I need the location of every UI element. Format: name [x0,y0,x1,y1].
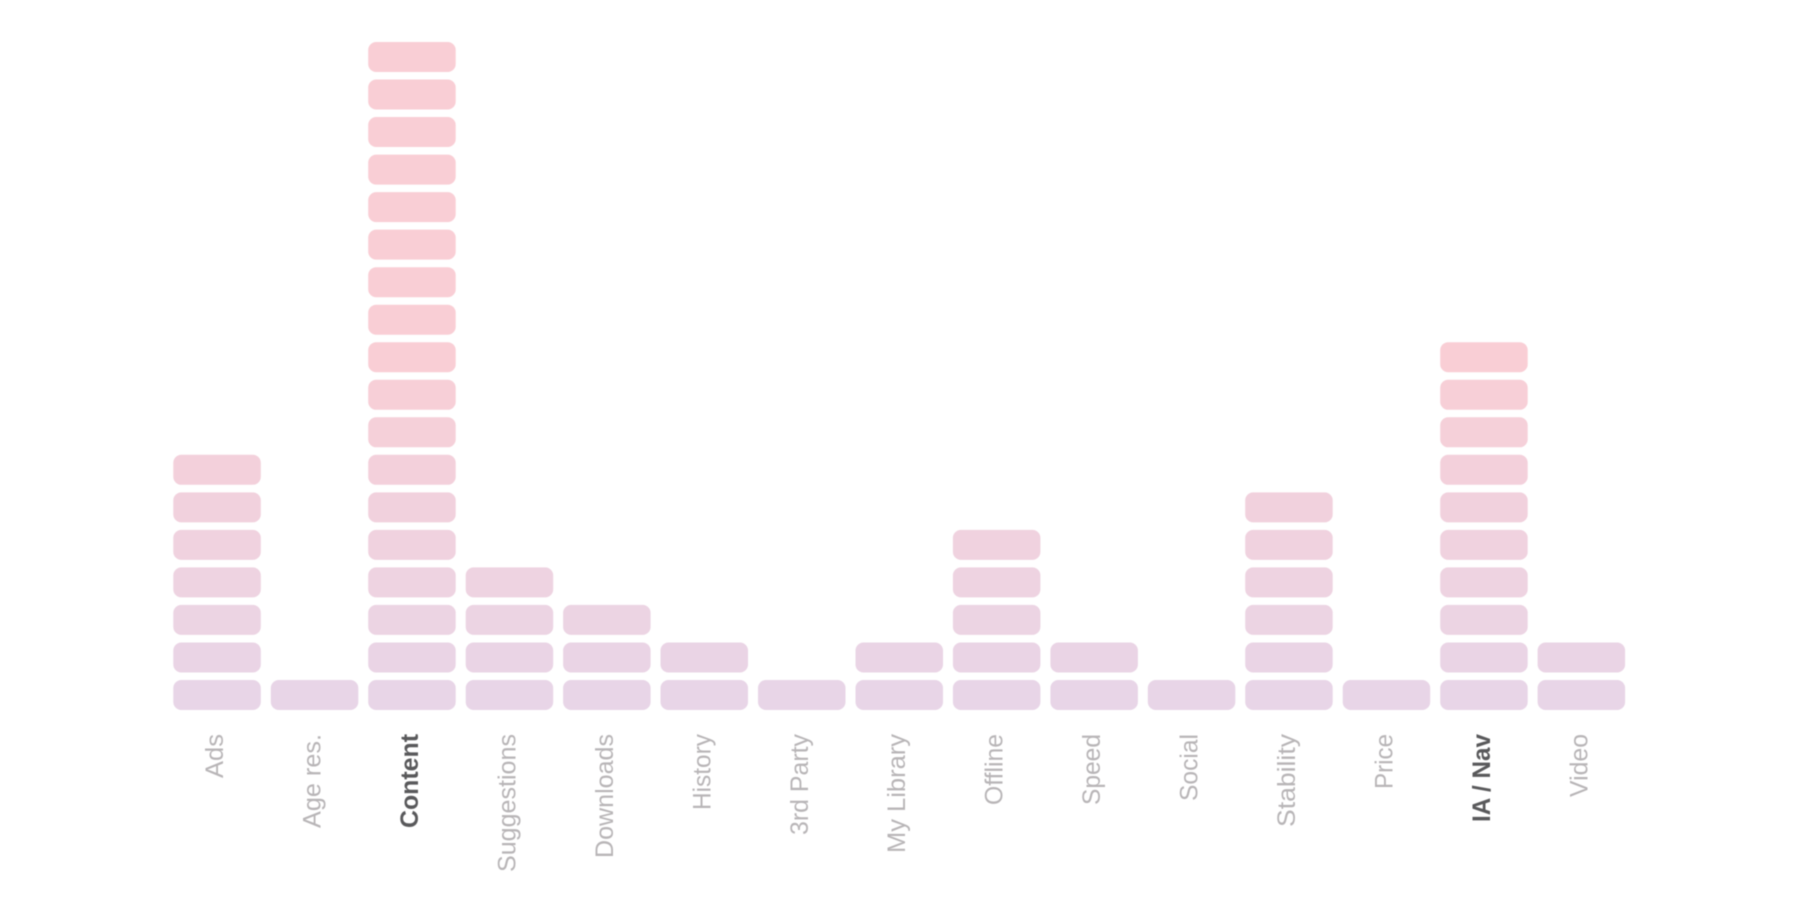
svg-text:Downloads: Downloads [591,734,619,858]
svg-text:Social: Social [1176,734,1204,801]
svg-text:IA / Nav: IA / Nav [1468,734,1496,822]
svg-text:Suggestions: Suggestions [493,734,521,872]
svg-text:My Library: My Library [883,733,911,853]
svg-text:History: History [688,734,716,810]
svg-text:Offline: Offline [981,734,1009,805]
svg-text:Price: Price [1371,734,1399,789]
svg-text:Content: Content [396,733,424,828]
svg-text:Ads: Ads [201,734,229,778]
svg-text:Stability: Stability [1273,733,1301,827]
svg-text:Age res.: Age res. [299,734,327,828]
svg-text:Video: Video [1565,734,1593,797]
svg-text:Speed: Speed [1078,734,1106,805]
svg-text:3rd Party: 3rd Party [786,734,814,835]
